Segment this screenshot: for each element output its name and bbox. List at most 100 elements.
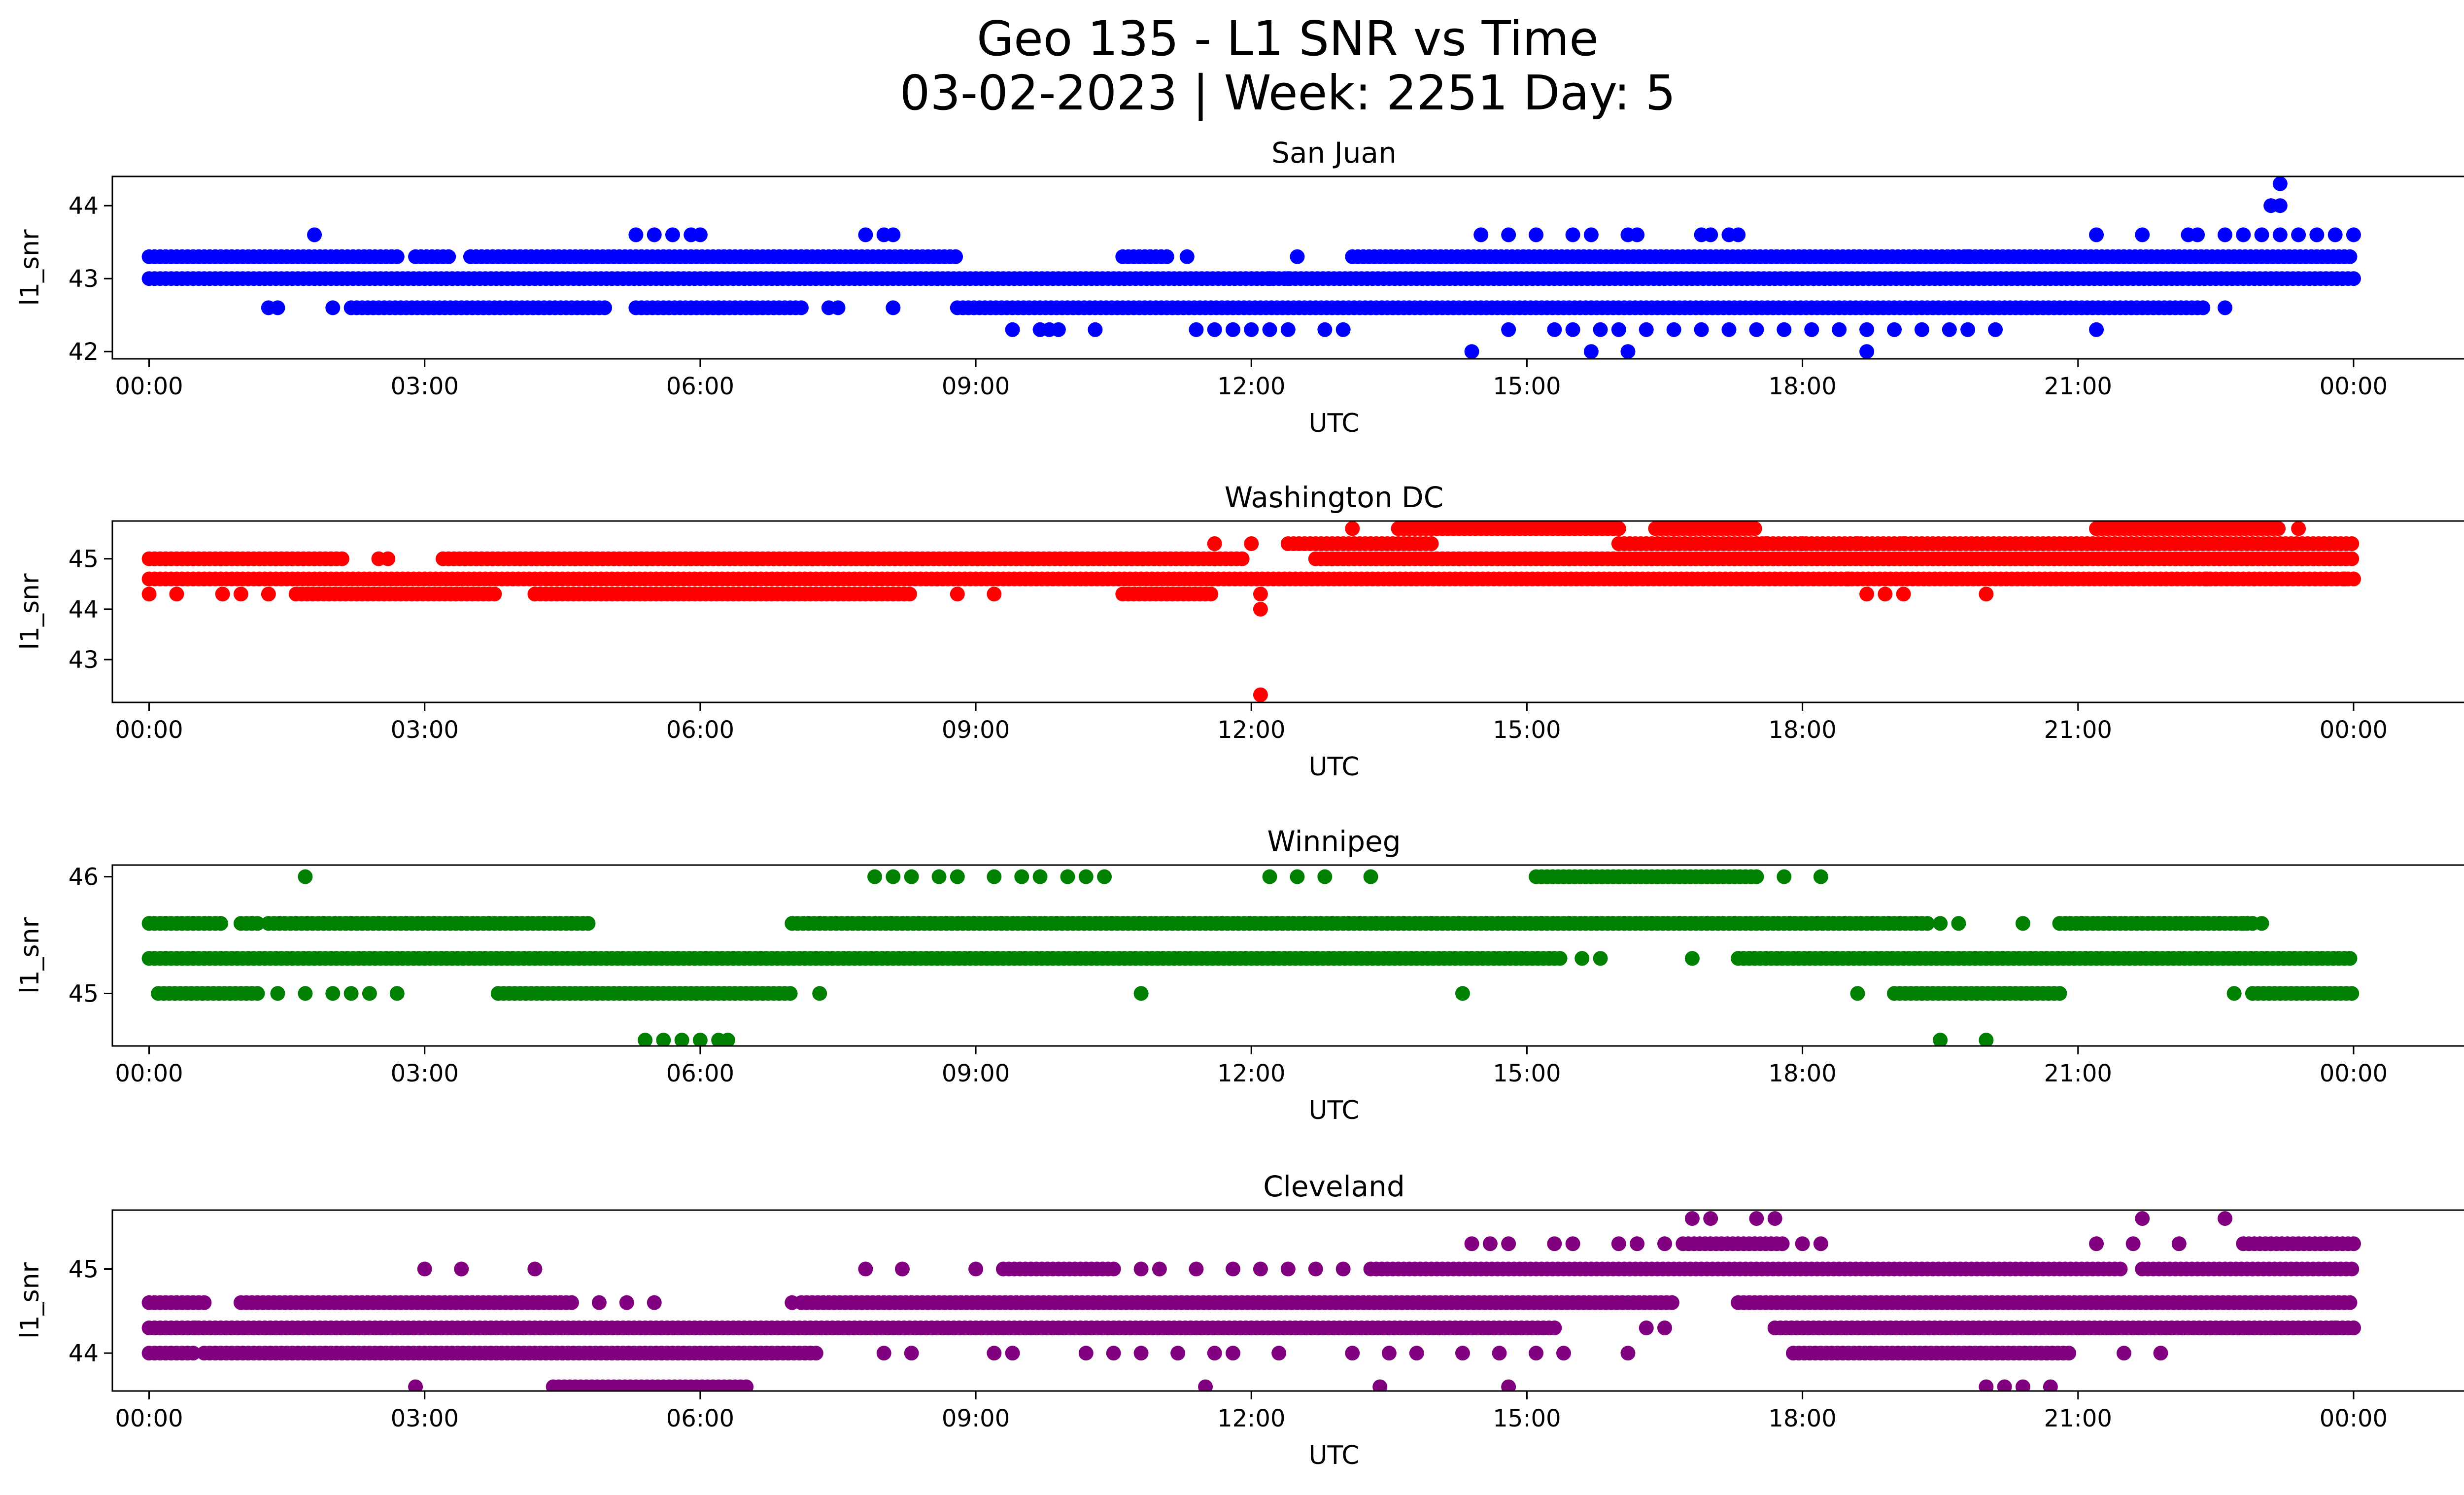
data-point (1529, 227, 1544, 243)
x-tick-label: 00:00 (115, 1060, 183, 1087)
data-point (812, 986, 827, 1001)
x-tick-label: 12:00 (1217, 1060, 1285, 1087)
data-point (1804, 322, 1819, 337)
data-point (1280, 1261, 1296, 1277)
data-point (1583, 227, 1599, 243)
data-point (2052, 986, 2067, 1001)
data-point (1308, 1261, 1323, 1277)
data-point (298, 869, 313, 884)
data-point (2342, 951, 2358, 966)
data-point (987, 869, 1002, 884)
data-point (1620, 344, 1636, 359)
data-point (270, 986, 285, 1001)
x-tick-label: 03:00 (391, 1060, 459, 1087)
data-point (1262, 322, 1277, 337)
data-point (1666, 322, 1681, 337)
data-point (1409, 1346, 1424, 1361)
x-tick-label: 00:00 (2320, 716, 2388, 744)
data-point (2199, 571, 2214, 587)
data-point (1859, 587, 1875, 602)
x-tick-label: 03:00 (391, 373, 459, 400)
data-point (1684, 1211, 1700, 1226)
data-point (808, 1346, 823, 1361)
data-point (591, 1295, 607, 1310)
x-tick-label: 15:00 (1493, 1405, 1561, 1432)
data-point (876, 1346, 891, 1361)
data-point (1143, 249, 1158, 264)
data-point (1464, 344, 1479, 359)
y-tick-label: 45 (68, 1255, 99, 1283)
data-point (2344, 986, 2360, 1001)
data-point (1280, 322, 1296, 337)
data-point (886, 869, 901, 884)
data-point (362, 986, 377, 1001)
data-point (1492, 1346, 1507, 1361)
data-point (581, 916, 596, 931)
data-point (1832, 322, 1847, 337)
data-point (647, 227, 662, 243)
data-point (1501, 227, 1516, 243)
data-point (1777, 869, 1792, 884)
data-point (2089, 322, 2104, 337)
data-point (1593, 322, 1608, 337)
y-axis-label: l1_snr (15, 573, 45, 650)
x-tick-label: 00:00 (2320, 373, 2388, 400)
y-tick-label: 46 (68, 864, 99, 891)
y-tick-label: 42 (68, 338, 99, 366)
figure-title-line-1: Geo 135 - L1 SNR vs Time (977, 11, 1599, 67)
data-point (298, 986, 313, 1001)
data-point (2226, 986, 2242, 1001)
data-point (215, 587, 230, 602)
data-point (2217, 300, 2232, 315)
data-point (1630, 1236, 1645, 1252)
data-point (1777, 322, 1792, 337)
x-tick-label: 00:00 (115, 373, 183, 400)
data-point (656, 1033, 671, 1046)
x-tick-label: 15:00 (1493, 716, 1561, 744)
x-tick-label: 09:00 (942, 1405, 1010, 1432)
data-point (2015, 916, 2030, 931)
data-point (987, 1346, 1002, 1361)
data-point (894, 1261, 910, 1277)
data-point (1620, 1346, 1636, 1361)
data-point (1189, 1261, 1204, 1277)
x-tick-label: 18:00 (1768, 1405, 1836, 1432)
data-point (867, 869, 883, 884)
data-point (1189, 322, 1204, 337)
data-point (1280, 271, 1296, 286)
data-point (1547, 1320, 1562, 1335)
data-point (1381, 1346, 1397, 1361)
figure-title-line-2: 03-02-2023 | Week: 2251 Day: 5 (900, 65, 1676, 121)
data-point (2089, 1236, 2104, 1252)
data-point (307, 227, 322, 243)
data-point (1225, 1346, 1240, 1361)
data-point (2344, 551, 2360, 566)
data-point (886, 227, 901, 243)
data-point (1775, 1236, 1790, 1252)
x-tick-label: 00:00 (115, 1405, 183, 1432)
data-point (2344, 536, 2360, 551)
data-point (968, 1261, 984, 1277)
data-point (343, 986, 359, 1001)
data-point (1979, 1379, 1994, 1391)
data-point (692, 1033, 708, 1046)
subplot-title: Winnipeg (1267, 825, 1401, 858)
data-point (2346, 1320, 2361, 1335)
data-point (2135, 227, 2150, 243)
data-point (1078, 1346, 1094, 1361)
data-point (2254, 227, 2269, 243)
data-point (2272, 198, 2288, 213)
data-point (1914, 322, 1929, 337)
data-point (619, 1295, 634, 1310)
data-point (1005, 1346, 1020, 1361)
x-tick-label: 03:00 (391, 716, 459, 744)
data-point (1684, 521, 1700, 536)
data-point (1731, 227, 1746, 243)
data-point (1859, 322, 1875, 337)
data-point (1767, 1211, 1782, 1226)
data-point (1813, 1236, 1828, 1252)
data-point (325, 300, 341, 315)
data-point (1317, 322, 1333, 337)
